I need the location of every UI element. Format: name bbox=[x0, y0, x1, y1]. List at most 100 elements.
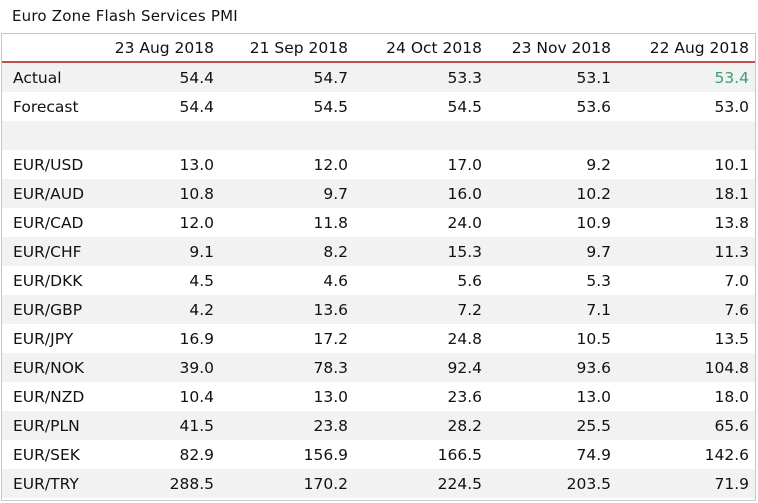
table-cell: 54.4 bbox=[179, 97, 214, 116]
table-cell: 54.7 bbox=[220, 62, 354, 92]
row-label: Actual bbox=[2, 62, 97, 92]
table-cell: 7.6 bbox=[617, 295, 755, 324]
table-cell-highlighted: 53.4 bbox=[617, 62, 755, 92]
table-cell: 13.8 bbox=[714, 213, 749, 232]
table-cell: 28.2 bbox=[354, 411, 488, 440]
table-row-eur-pln: EUR/PLN 41.5 23.8 28.2 25.5 65.6 bbox=[2, 411, 755, 440]
table-row-eur-chf: EUR/CHF 9.1 8.2 15.3 9.7 11.3 bbox=[2, 237, 755, 266]
table-cell: 4.6 bbox=[323, 271, 348, 290]
table-cell: 288.5 bbox=[97, 469, 220, 498]
table-cell: 13.6 bbox=[220, 295, 354, 324]
corner-header-cell bbox=[2, 34, 97, 63]
table-cell: 4.2 bbox=[97, 295, 220, 324]
table-row-eur-sek: EUR/SEK 82.9 156.9 166.5 74.9 142.6 bbox=[2, 440, 755, 469]
table-row-eur-nzd: EUR/NZD 10.4 13.0 23.6 13.0 18.0 bbox=[2, 382, 755, 411]
table-cell: 15.3 bbox=[354, 237, 488, 266]
table-cell bbox=[488, 121, 617, 150]
table-row-spacer bbox=[2, 121, 755, 150]
table-cell: 13.0 bbox=[179, 155, 214, 174]
table-cell: 74.9 bbox=[576, 445, 611, 464]
table-cell: 53.6 bbox=[576, 97, 611, 116]
table-cell: 18.1 bbox=[617, 179, 755, 208]
table-cell: 54.5 bbox=[313, 97, 348, 116]
table-cell: 9.2 bbox=[586, 155, 611, 174]
table-row-forecast: Forecast 54.4 54.5 54.5 53.6 53.0 bbox=[2, 92, 755, 121]
table-row-eur-try: EUR/TRY 288.5 170.2 224.5 203.5 71.9 bbox=[2, 469, 755, 498]
table-cell: 4.5 bbox=[189, 271, 214, 290]
table-cell: 5.3 bbox=[586, 271, 611, 290]
table-cell: 224.5 bbox=[354, 469, 488, 498]
table-cell: 17.0 bbox=[447, 155, 482, 174]
table-row-eur-jpy: EUR/JPY 16.9 17.2 24.8 10.5 13.5 bbox=[2, 324, 755, 353]
row-label: EUR/PLN bbox=[2, 411, 97, 440]
table-cell: 9.7 bbox=[488, 237, 617, 266]
table-cell bbox=[97, 121, 220, 150]
table-cell: 7.2 bbox=[354, 295, 488, 324]
table-cell: 10.1 bbox=[714, 155, 749, 174]
table-cell: 53.0 bbox=[714, 97, 749, 116]
table-cell: 9.1 bbox=[97, 237, 220, 266]
table-cell: 5.6 bbox=[457, 271, 482, 290]
table-cell: 11.8 bbox=[313, 213, 348, 232]
row-label: EUR/DKK bbox=[13, 271, 83, 290]
column-header: 23 Aug 2018 bbox=[97, 34, 220, 63]
table-row-eur-nok: EUR/NOK 39.0 78.3 92.4 93.6 104.8 bbox=[2, 353, 755, 382]
table-title: Euro Zone Flash Services PMI bbox=[12, 7, 238, 25]
table-cell: 166.5 bbox=[437, 445, 482, 464]
table-cell bbox=[220, 121, 354, 150]
row-label: EUR/USD bbox=[13, 155, 84, 174]
table-cell: 104.8 bbox=[617, 353, 755, 382]
table-cell: 17.2 bbox=[313, 329, 348, 348]
table-cell: 170.2 bbox=[220, 469, 354, 498]
row-label: EUR/GBP bbox=[2, 295, 97, 324]
table-cell: 82.9 bbox=[179, 445, 214, 464]
row-label: EUR/NZD bbox=[13, 387, 85, 406]
row-label: EUR/AUD bbox=[2, 179, 97, 208]
table-cell: 13.0 bbox=[313, 387, 348, 406]
table-row-eur-cad: EUR/CAD 12.0 11.8 24.0 10.9 13.8 bbox=[2, 208, 755, 237]
table-cell: 18.0 bbox=[714, 387, 749, 406]
table-cell bbox=[617, 121, 755, 150]
table-cell: 93.6 bbox=[488, 353, 617, 382]
table-cell: 156.9 bbox=[303, 445, 348, 464]
row-label: EUR/TRY bbox=[2, 469, 97, 498]
table-cell: 10.9 bbox=[576, 213, 611, 232]
row-label: EUR/CAD bbox=[13, 213, 84, 232]
table-frame bbox=[1, 33, 756, 501]
table-cell: 24.8 bbox=[447, 329, 482, 348]
table-cell: 142.6 bbox=[704, 445, 749, 464]
table-cell: 12.0 bbox=[179, 213, 214, 232]
table-cell: 39.0 bbox=[97, 353, 220, 382]
table-cell: 24.0 bbox=[447, 213, 482, 232]
table-cell: 9.7 bbox=[220, 179, 354, 208]
table-cell: 10.8 bbox=[97, 179, 220, 208]
table-cell: 65.6 bbox=[617, 411, 755, 440]
column-header: 23 Nov 2018 bbox=[488, 34, 617, 63]
table-cell: 78.3 bbox=[220, 353, 354, 382]
table-row-eur-dkk: EUR/DKK 4.5 4.6 5.6 5.3 7.0 bbox=[2, 266, 755, 295]
table-cell: 10.5 bbox=[576, 329, 611, 348]
table-cell: 25.5 bbox=[488, 411, 617, 440]
row-label: EUR/JPY bbox=[13, 329, 74, 348]
column-header: 22 Aug 2018 bbox=[617, 34, 755, 63]
table-cell: 10.4 bbox=[179, 387, 214, 406]
column-header: 24 Oct 2018 bbox=[354, 34, 488, 63]
table-cell: 71.9 bbox=[617, 469, 755, 498]
table-row-eur-usd: EUR/USD 13.0 12.0 17.0 9.2 10.1 bbox=[2, 150, 755, 179]
header-row: 23 Aug 2018 21 Sep 2018 24 Oct 2018 23 N… bbox=[2, 34, 755, 63]
table-cell: 92.4 bbox=[354, 353, 488, 382]
table-cell: 10.2 bbox=[488, 179, 617, 208]
table-cell bbox=[354, 121, 488, 150]
table-cell: 54.5 bbox=[447, 97, 482, 116]
row-label: EUR/CHF bbox=[2, 237, 97, 266]
table-cell: 16.9 bbox=[179, 329, 214, 348]
table-cell: 13.5 bbox=[714, 329, 749, 348]
table-row-eur-gbp: EUR/GBP 4.2 13.6 7.2 7.1 7.6 bbox=[2, 295, 755, 324]
table-cell: 203.5 bbox=[488, 469, 617, 498]
table-cell: 41.5 bbox=[97, 411, 220, 440]
table-row-actual: Actual 54.4 54.7 53.3 53.1 53.4 bbox=[2, 62, 755, 92]
row-label: Forecast bbox=[13, 97, 79, 116]
table-cell: 53.1 bbox=[488, 62, 617, 92]
table-cell: 23.8 bbox=[220, 411, 354, 440]
